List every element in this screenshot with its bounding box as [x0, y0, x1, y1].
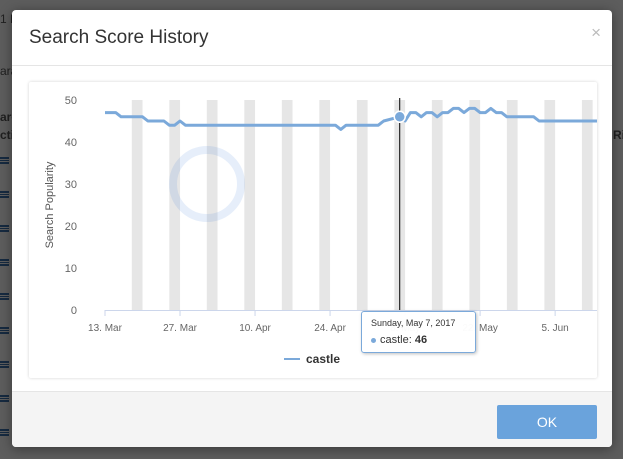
weekend-band [319, 100, 331, 310]
x-tick-label: 22. May [462, 323, 498, 334]
x-tick-label: 5. Jun [542, 323, 569, 334]
legend-item-castle[interactable]: castle [306, 352, 340, 366]
y-tick-label: 40 [65, 137, 77, 149]
tooltip-value: 46 [414, 334, 428, 346]
weekend-band [131, 100, 143, 310]
weekend-band [544, 100, 556, 310]
watermark-logo [169, 146, 245, 222]
y-tick-label: 50 [65, 95, 77, 107]
dialog-footer: OK [12, 391, 612, 447]
weekend-band [281, 100, 293, 310]
chart-panel: 0 10 20 30 40 50 Search Popularity 13. Mar 27. M… [29, 82, 597, 378]
y-tick-label: 30 [65, 179, 77, 191]
close-icon[interactable]: × [591, 23, 601, 42]
series-line-castle [105, 106, 597, 131]
tooltip-series-value: castle: 46 [380, 334, 428, 346]
weekend-band [506, 100, 518, 310]
dialog-title: Search Score History [29, 27, 209, 48]
weekend-band [581, 100, 593, 310]
weekend-band [431, 100, 443, 310]
x-tick-label: 10. Apr [239, 323, 271, 334]
dialog-header: Search Score History × [12, 10, 612, 66]
x-tick-label: 13. Mar [88, 323, 123, 334]
search-score-history-dialog: Search Score History × 0 10 20 30 40 50 Search… [12, 10, 612, 447]
ok-button[interactable]: OK [497, 405, 597, 439]
y-tick-label: 0 [71, 305, 77, 317]
search-popularity-chart: 0 10 20 30 40 50 Search Popularity 13. Mar 27. M… [44, 95, 597, 366]
tooltip-date: Sunday, May 7, 2017 [371, 318, 456, 328]
weekend-band [206, 100, 218, 310]
weekend-band [356, 100, 368, 310]
tooltip-series-dot [371, 338, 376, 343]
y-axis-title: Search Popularity [44, 161, 56, 248]
weekend-band [244, 100, 256, 310]
tooltip-series-name: castle [380, 334, 409, 346]
y-tick-label: 20 [65, 221, 77, 233]
chart-tooltip: Sunday, May 7, 2017 castle: 46 [361, 311, 476, 353]
hovered-point [393, 110, 406, 124]
weekend-band [169, 100, 181, 310]
x-tick-label: 27. Mar [163, 323, 198, 334]
x-tick-label: 24. Apr [314, 323, 346, 334]
y-tick-label: 10 [65, 263, 77, 275]
weekend-band [469, 100, 481, 310]
